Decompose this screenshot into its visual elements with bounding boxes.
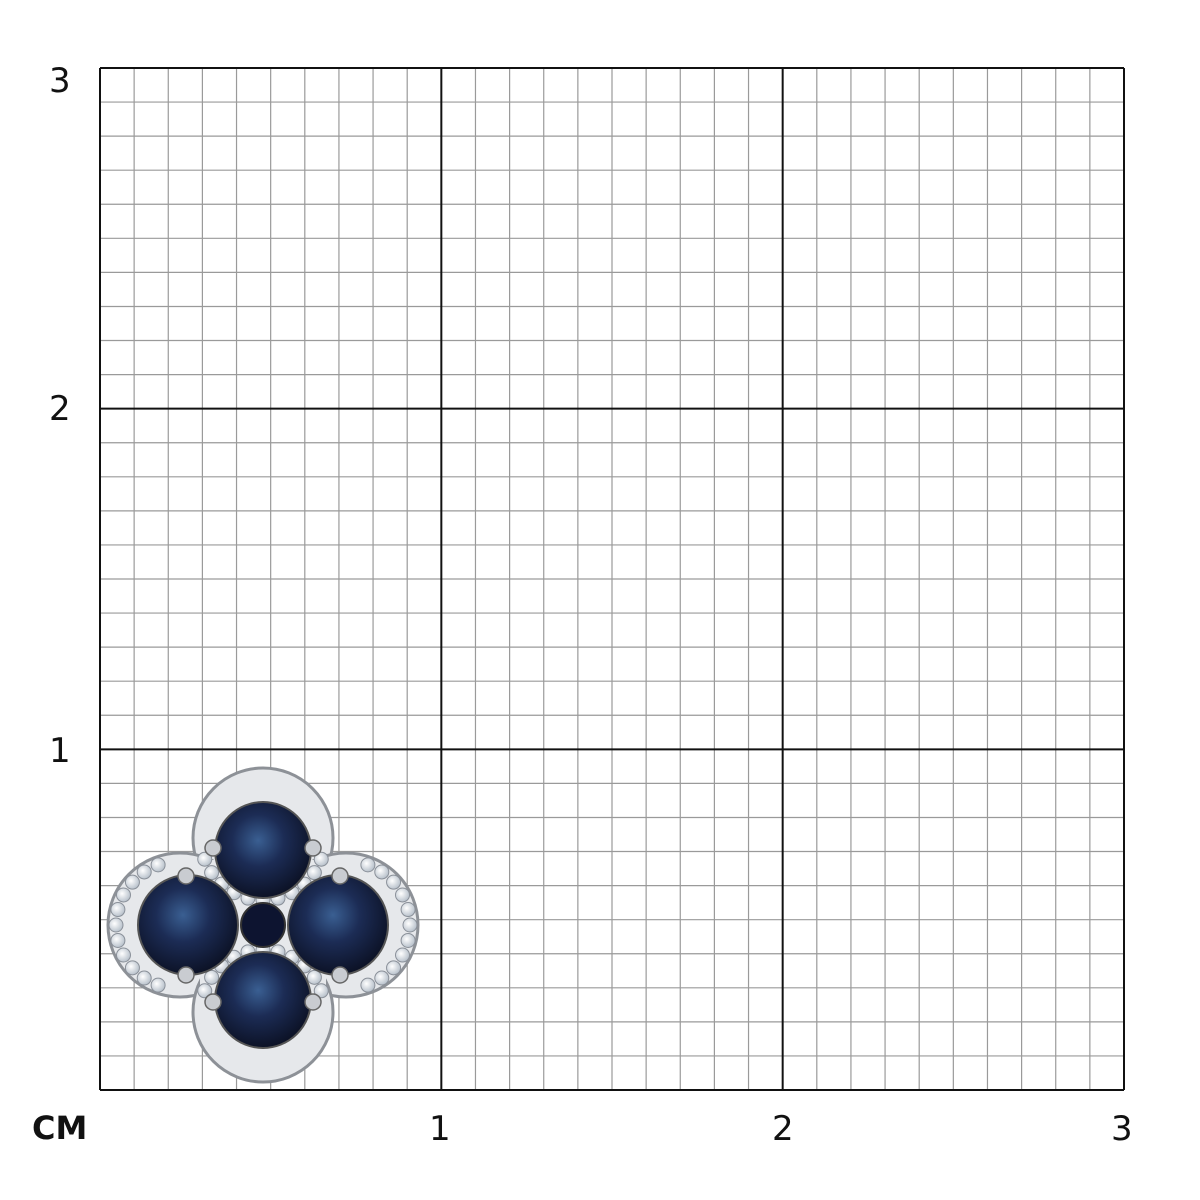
diamond bbox=[306, 865, 322, 881]
diamond bbox=[150, 857, 166, 873]
y-label-2: 2 bbox=[49, 389, 71, 429]
minor-grid-lines bbox=[100, 68, 1124, 1090]
diamond bbox=[374, 864, 390, 880]
diamond bbox=[197, 851, 213, 867]
diamond bbox=[204, 865, 220, 881]
x-label-2: 2 bbox=[772, 1109, 794, 1149]
y-label-1: 1 bbox=[49, 731, 71, 771]
sapphire-center bbox=[240, 902, 286, 948]
diamond bbox=[124, 874, 140, 890]
x-label-1: 1 bbox=[429, 1109, 451, 1149]
x-label-3: 3 bbox=[1111, 1109, 1133, 1149]
unit-label: CM bbox=[32, 1109, 88, 1147]
diamond bbox=[360, 857, 376, 873]
sapphire-left bbox=[137, 874, 239, 976]
diamond bbox=[136, 970, 152, 986]
diamond bbox=[395, 887, 411, 903]
diamond bbox=[110, 902, 126, 918]
diamond bbox=[395, 947, 411, 963]
y-label-3: 3 bbox=[49, 61, 71, 101]
diamond bbox=[306, 969, 322, 985]
sapphire-top bbox=[214, 801, 312, 899]
diamond bbox=[124, 960, 140, 976]
diamond bbox=[197, 983, 213, 999]
sapphire-right bbox=[287, 874, 389, 976]
diamond bbox=[110, 932, 126, 948]
diamond bbox=[313, 851, 329, 867]
diamond bbox=[400, 932, 416, 948]
earring-image bbox=[106, 766, 420, 1084]
diamond bbox=[400, 902, 416, 918]
diamond bbox=[386, 874, 402, 890]
major-grid-lines bbox=[99, 67, 1125, 1091]
diamond bbox=[313, 983, 329, 999]
diamond bbox=[386, 960, 402, 976]
diamond bbox=[136, 864, 152, 880]
diamond bbox=[402, 917, 418, 933]
diamond bbox=[374, 970, 390, 986]
diamond bbox=[360, 977, 376, 993]
diamond bbox=[108, 917, 124, 933]
diamond bbox=[115, 947, 131, 963]
diamond bbox=[150, 977, 166, 993]
diamond bbox=[204, 969, 220, 985]
diamond bbox=[115, 887, 131, 903]
sapphire-bottom bbox=[214, 951, 312, 1049]
